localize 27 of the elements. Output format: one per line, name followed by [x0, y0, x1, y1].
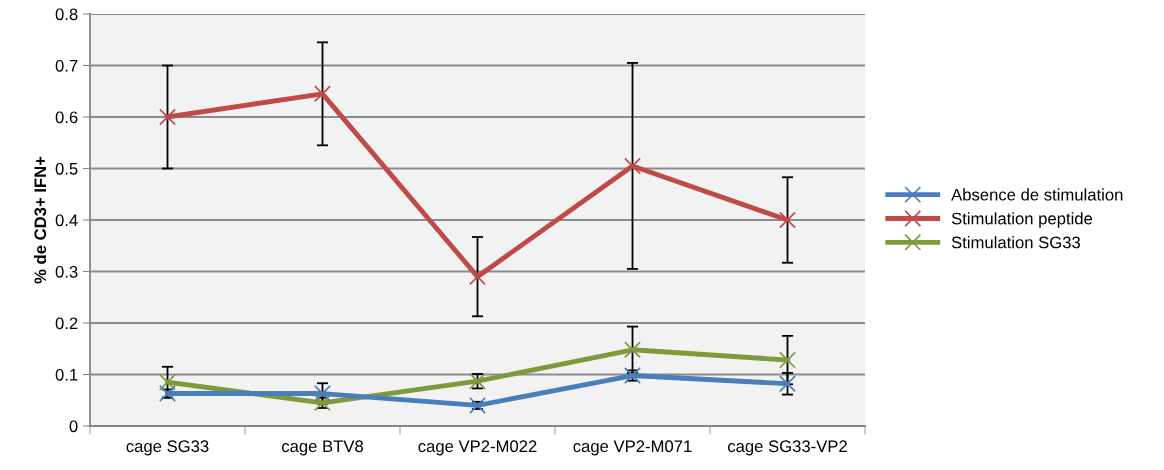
- y-tick-label: 0.2: [55, 317, 78, 330]
- y-tick-label: 0.3: [55, 265, 78, 278]
- y-tick-label: 0.7: [55, 59, 78, 72]
- x-tick-label: cage SG33: [126, 440, 209, 456]
- point: [779, 351, 796, 369]
- point: [624, 341, 641, 359]
- point: [624, 157, 641, 175]
- legend-label: Stimulation SG33: [951, 236, 1081, 249]
- legend-label: Stimulation peptide: [951, 212, 1093, 228]
- y-tick-label: 0.1: [55, 368, 78, 381]
- point: [159, 385, 176, 403]
- x-tick-label: cage VP2-M022: [418, 440, 537, 456]
- x-tick-label: cage VP2-M071: [573, 440, 692, 456]
- point: [159, 373, 176, 391]
- point: [159, 108, 176, 126]
- x-tick-label: cage SG33-VP2: [727, 440, 847, 456]
- x-tick-label: cage BTV8: [281, 440, 363, 456]
- y-tick-label: 0: [69, 420, 78, 433]
- y-tick-label: 0.5: [55, 162, 78, 175]
- y-tick-label: 0.8: [55, 8, 78, 21]
- point: [314, 85, 331, 103]
- y-axis-title: % de CD3+ IFN+: [33, 156, 47, 284]
- legend-label: Absence de stimulation: [951, 188, 1123, 201]
- point: [779, 211, 796, 229]
- point: [469, 396, 486, 414]
- y-tick-label: 0.4: [55, 214, 78, 227]
- y-tick-label: 0.6: [55, 111, 78, 124]
